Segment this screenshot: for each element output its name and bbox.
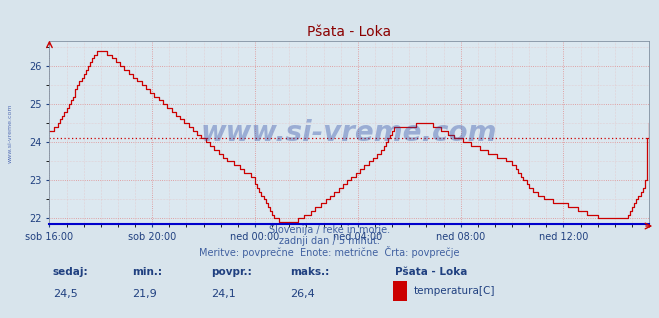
Text: www.si-vreme.com: www.si-vreme.com <box>201 119 498 147</box>
Text: min.:: min.: <box>132 267 162 277</box>
Text: zadnji dan / 5 minut.: zadnji dan / 5 minut. <box>279 236 380 246</box>
Text: Pšata - Loka: Pšata - Loka <box>395 267 468 277</box>
Text: sedaj:: sedaj: <box>53 267 88 277</box>
Text: 24,1: 24,1 <box>211 289 236 299</box>
Text: Meritve: povprečne  Enote: metrične  Črta: povprečje: Meritve: povprečne Enote: metrične Črta:… <box>199 246 460 258</box>
Text: 24,5: 24,5 <box>53 289 78 299</box>
Text: 21,9: 21,9 <box>132 289 157 299</box>
Text: Slovenija / reke in morje.: Slovenija / reke in morje. <box>269 225 390 235</box>
Title: Pšata - Loka: Pšata - Loka <box>307 25 391 39</box>
Text: www.si-vreme.com: www.si-vreme.com <box>8 104 13 163</box>
Text: 26,4: 26,4 <box>290 289 315 299</box>
Text: povpr.:: povpr.: <box>211 267 252 277</box>
Text: maks.:: maks.: <box>290 267 330 277</box>
Text: temperatura[C]: temperatura[C] <box>414 286 496 296</box>
